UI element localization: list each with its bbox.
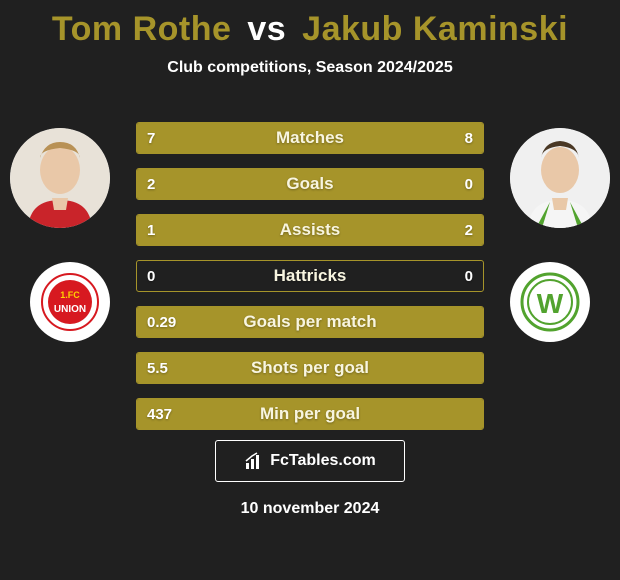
stat-row: 437 Min per goal xyxy=(136,398,484,430)
stat-row: 1 Assists 2 xyxy=(136,214,484,246)
stat-value-left: 0.29 xyxy=(147,314,176,331)
title-vs: vs xyxy=(247,10,286,48)
subtitle: Club competitions, Season 2024/2025 xyxy=(0,59,620,77)
stat-value-left: 7 xyxy=(147,130,155,147)
stat-label: Shots per goal xyxy=(251,358,369,378)
player2-club-logo: W xyxy=(510,262,590,342)
stat-label: Matches xyxy=(276,128,344,148)
stat-row: 0.29 Goals per match xyxy=(136,306,484,338)
person-icon xyxy=(510,128,610,228)
stat-label: Min per goal xyxy=(260,404,360,424)
player1-club-logo: 1.FC UNION xyxy=(30,262,110,342)
stat-row: 2 Goals 0 xyxy=(136,168,484,200)
svg-text:1.FC: 1.FC xyxy=(60,290,80,300)
wolfsburg-logo-icon: W xyxy=(520,272,580,332)
stat-value-right: 0 xyxy=(465,268,473,285)
stat-value-right: 8 xyxy=(465,130,473,147)
brand-text: FcTables.com xyxy=(270,452,376,470)
stat-value-left: 5.5 xyxy=(147,360,168,377)
svg-text:W: W xyxy=(537,288,564,319)
stat-label: Goals per match xyxy=(243,312,376,332)
stat-value-left: 2 xyxy=(147,176,155,193)
stat-row: 5.5 Shots per goal xyxy=(136,352,484,384)
title-player1: Tom Rothe xyxy=(52,10,232,48)
stat-value-left: 1 xyxy=(147,222,155,239)
player2-avatar xyxy=(510,128,610,228)
person-icon xyxy=(10,128,110,228)
stat-value-right: 2 xyxy=(465,222,473,239)
stat-value-left: 437 xyxy=(147,406,172,423)
player1-avatar xyxy=(10,128,110,228)
union-berlin-logo-icon: 1.FC UNION xyxy=(40,272,100,332)
svg-text:UNION: UNION xyxy=(54,304,86,315)
comparison-rows: 7 Matches 8 2 Goals 0 1 Assists 2 0 Hattricks 0 0.29… xyxy=(136,122,484,444)
stat-value-right: 0 xyxy=(465,176,473,193)
stat-label: Assists xyxy=(280,220,340,240)
stat-label: Hattricks xyxy=(274,266,347,286)
stat-row: 0 Hattricks 0 xyxy=(136,260,484,292)
page-title: Tom Rothe vs Jakub Kaminski xyxy=(0,0,620,49)
brand-badge: FcTables.com xyxy=(215,440,405,482)
chart-icon xyxy=(244,451,264,471)
stat-label: Goals xyxy=(286,174,333,194)
title-player2: Jakub Kaminski xyxy=(302,10,568,48)
date-text: 10 november 2024 xyxy=(241,500,380,518)
fill-left xyxy=(137,123,299,153)
stat-row: 7 Matches 8 xyxy=(136,122,484,154)
stat-value-left: 0 xyxy=(147,268,155,285)
